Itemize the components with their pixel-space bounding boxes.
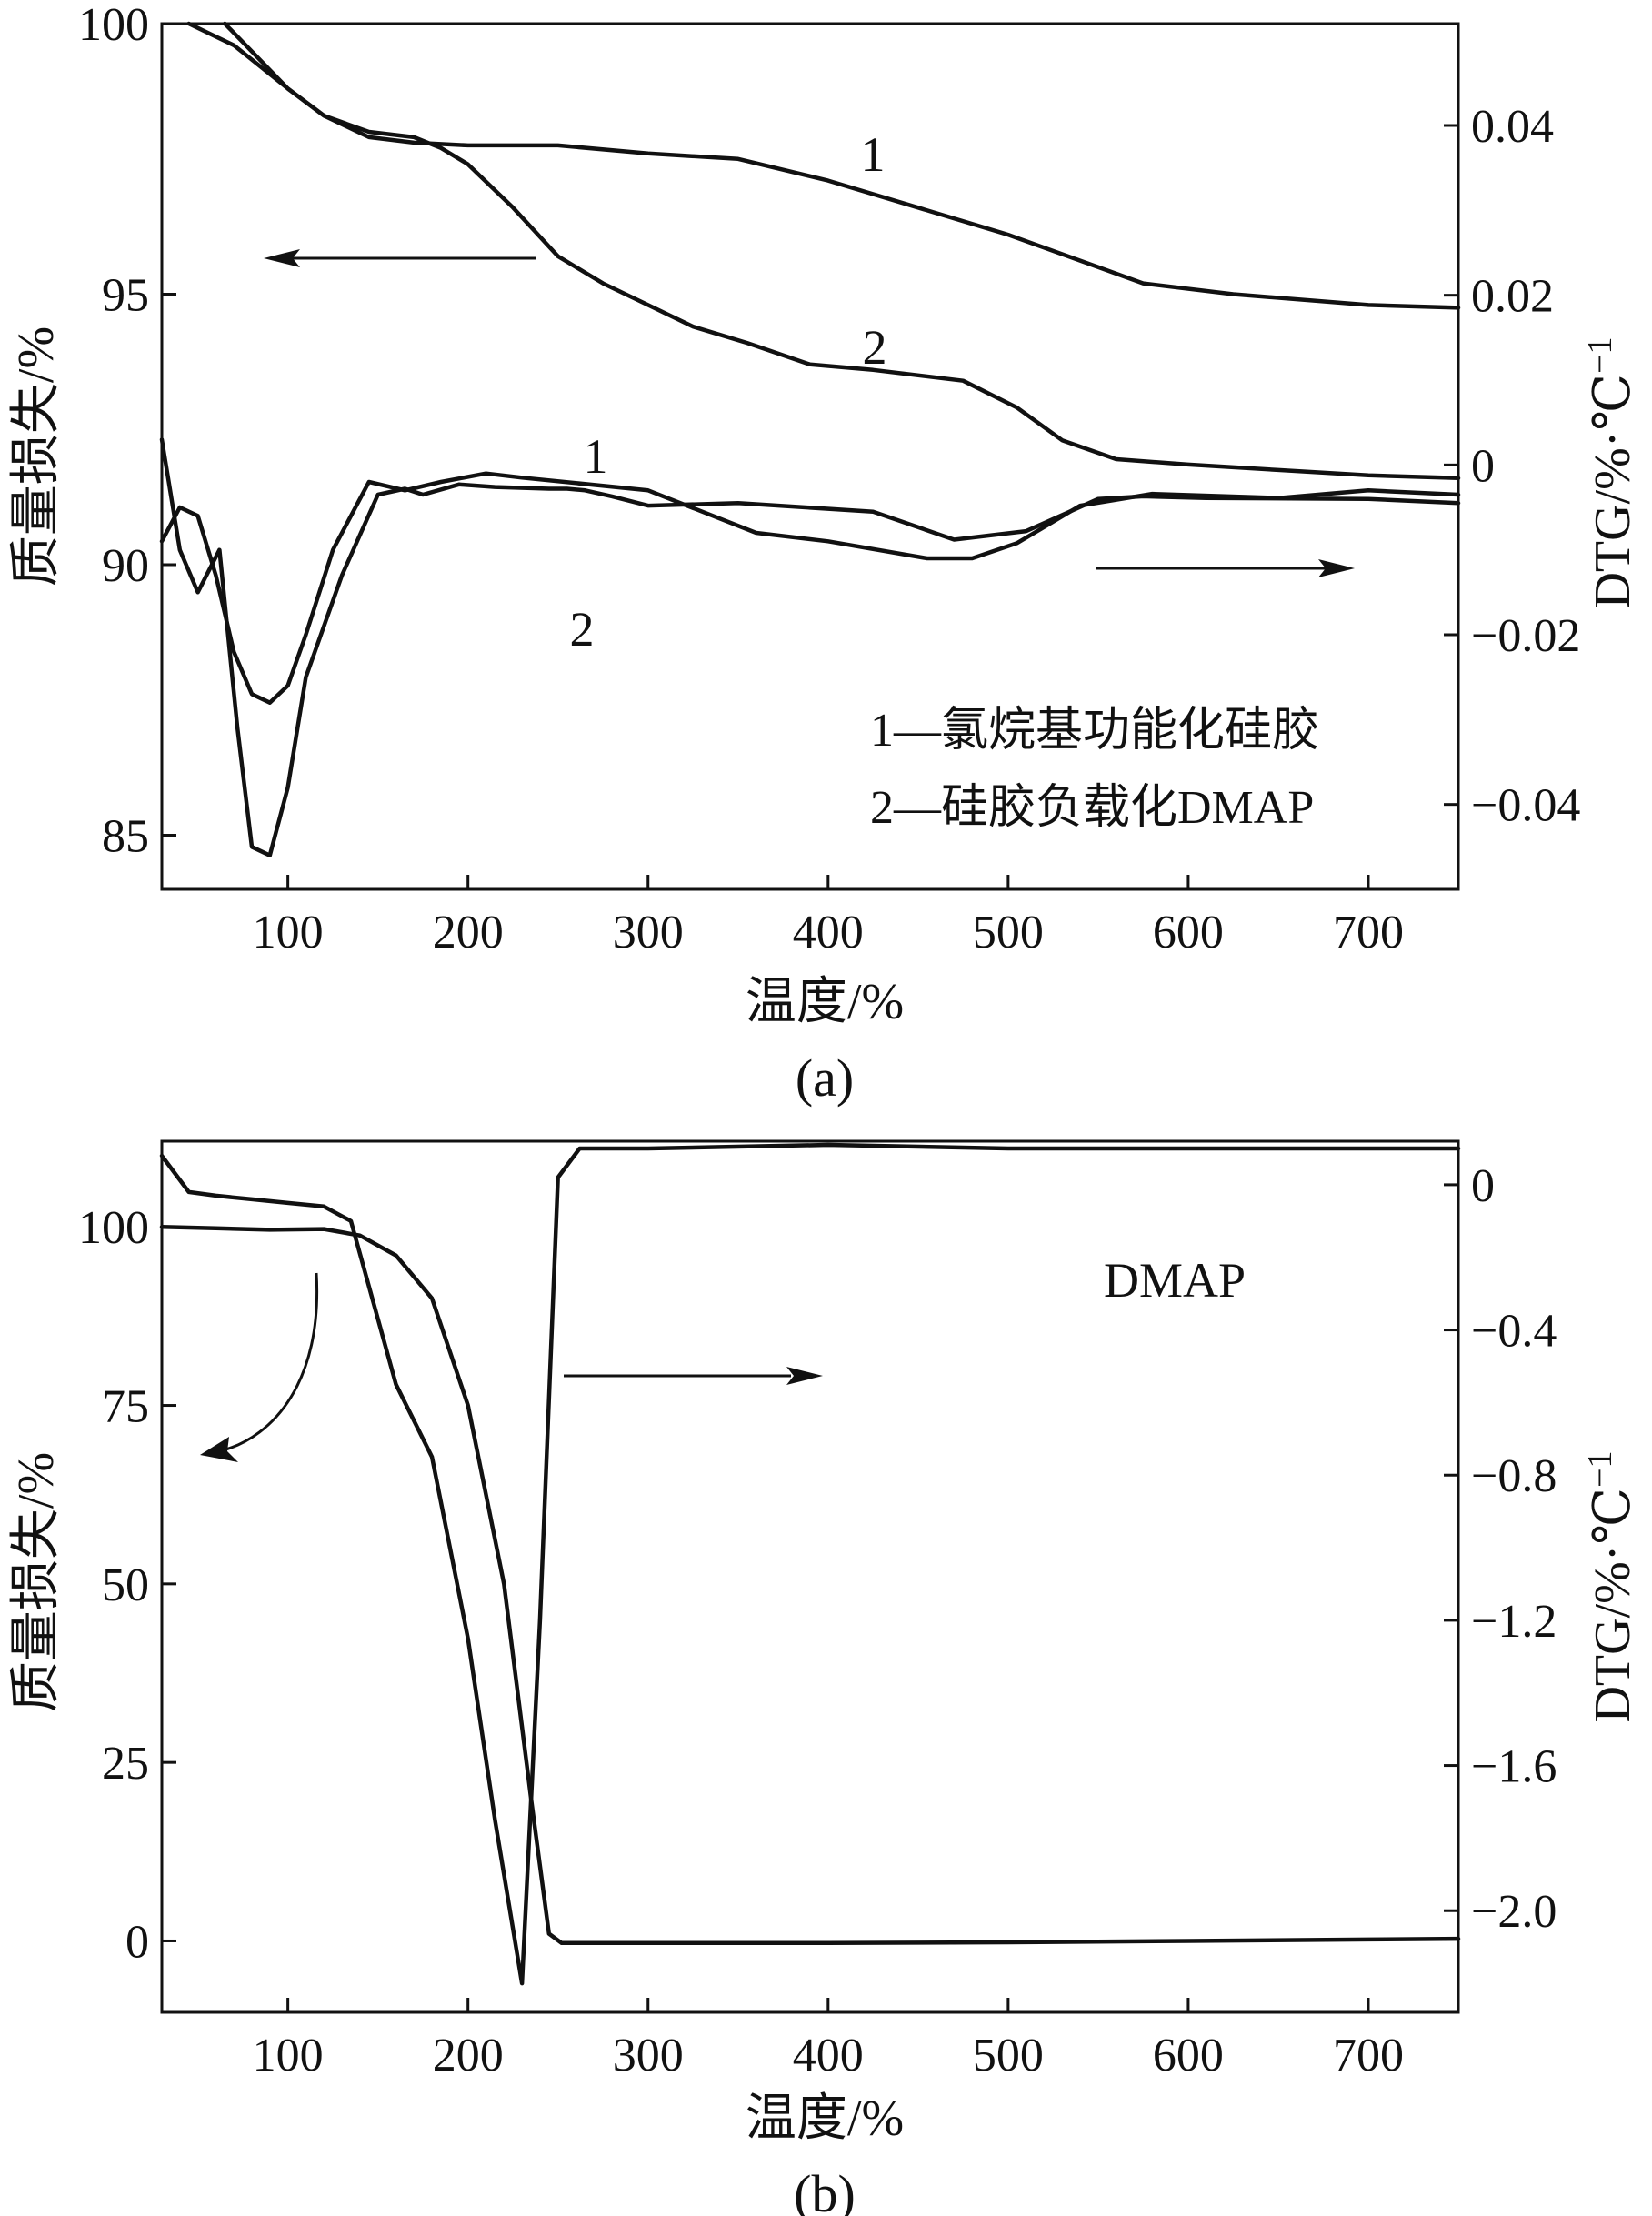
panel-b-plot-frame — [160, 1139, 1460, 2014]
panel-a-x-tick-label-200: 200 — [433, 907, 504, 958]
panel-a-right-axis-label: DTG/%·℃−1 — [1581, 336, 1641, 608]
panel-b-right-tick-label--0_4: −0.4 — [1471, 1306, 1557, 1358]
panel-a-x-tick-label-600: 600 — [1153, 907, 1224, 958]
panel-a-curves — [159, 21, 1461, 857]
panel-a-left-tick-label-95: 95 — [102, 270, 149, 322]
panel-a-left-tick-label-100: 100 — [78, 0, 149, 51]
panel-b-left-tick-label-100: 100 — [78, 1202, 149, 1254]
panel-a-right-tick-label-0_04: 0.04 — [1471, 101, 1554, 153]
panel-b-title: DMAP — [1104, 1253, 1246, 1308]
panel-b-series-dmap-tg — [159, 1224, 1461, 1946]
panel-a-plot-frame — [160, 22, 1460, 891]
panel-a-x-tick-label-400: 400 — [793, 907, 864, 958]
panel-b-right-tick-label--1_6: −1.6 — [1471, 1741, 1557, 1793]
panel-b: 100 200 300 400 500 600 700 0 25 50 75 100 −2.0 −1.… — [8, 1139, 1641, 2216]
panel-a-series-1-tg — [186, 21, 1461, 310]
panel-b-right-axis-label-sup: −1 — [1581, 1450, 1619, 1487]
panel-a-dtg-axis-arrow — [1096, 559, 1355, 577]
panel-a-x-tick-label-300: 300 — [613, 907, 684, 958]
panel-a-curve-label-2-dtg: 2 — [570, 602, 595, 657]
panel-b-tg-axis-arrow — [200, 1272, 319, 1462]
panel-b-right-tick-label-0: 0 — [1471, 1160, 1495, 1212]
panel-b-dtg-axis-arrow — [564, 1367, 823, 1385]
panel-b-series-dmap-dtg — [159, 1142, 1461, 1986]
panel-b-x-ticks: 100 200 300 400 500 600 700 — [253, 1998, 1404, 2081]
panel-b-right-tick-label--2: −2.0 — [1471, 1886, 1557, 1938]
panel-b-left-axis-label: 质量损失/% — [8, 1452, 65, 1712]
panel-b-right-axis-label-main: DTG/%·℃ — [1585, 1488, 1641, 1723]
panel-b-right-ticks: −2.0 −1.6 −1.2 −0.8 −0.4 0 — [1444, 1160, 1557, 1938]
panel-a-label: (a) — [796, 1048, 854, 1108]
panel-a-series-2-dtg — [159, 437, 1461, 857]
panel-b-x-tick-label-300: 300 — [613, 2030, 684, 2081]
panel-a-right-tick-label--0_02: −0.02 — [1471, 610, 1580, 662]
panel-a-left-tick-label-90: 90 — [102, 540, 149, 592]
panel-a-curve-label-1-dtg: 1 — [584, 429, 608, 484]
panel-a-tg-axis-arrow — [264, 249, 536, 267]
panel-b-x-tick-label-400: 400 — [793, 2030, 864, 2081]
panel-a-left-ticks: 85 90 95 100 — [78, 0, 176, 863]
panel-a-series-2-tg — [223, 21, 1461, 481]
panel-b-left-ticks: 0 25 50 75 100 — [78, 1202, 176, 1968]
panel-a-right-tick-label--0_04: −0.04 — [1471, 780, 1580, 832]
panel-a-legend-item-2: 2—硅胶负载化DMAP — [870, 782, 1314, 834]
panel-b-label: (b) — [794, 2164, 856, 2216]
panel-a-legend-item-1: 1—氯烷基功能化硅胶 — [870, 705, 1319, 757]
panel-b-left-tick-label-0: 0 — [125, 1916, 149, 1968]
panel-b-left-tick-label-50: 50 — [102, 1559, 149, 1611]
panel-a-right-axis-label-sup: −1 — [1581, 336, 1619, 373]
panel-a-right-tick-label-0: 0 — [1471, 440, 1495, 492]
panel-b-right-tick-label--0_8: −0.8 — [1471, 1450, 1557, 1502]
panel-a-left-tick-label-85: 85 — [102, 811, 149, 863]
panel-a-curve-label-1-tg: 1 — [861, 127, 886, 182]
panel-a-x-axis-label: 温度/% — [746, 974, 904, 1030]
panel-a-left-axis-label: 质量损失/% — [8, 326, 65, 587]
panel-a-x-tick-label-500: 500 — [973, 907, 1044, 958]
panel-b-x-tick-label-200: 200 — [433, 2030, 504, 2081]
panel-a-x-tick-label-100: 100 — [253, 907, 324, 958]
panel-b-right-axis-label: DTG/%·℃−1 — [1581, 1450, 1641, 1722]
panel-b-x-tick-label-700: 700 — [1333, 2030, 1404, 2081]
panel-b-right-tick-label--1_2: −1.2 — [1471, 1596, 1557, 1648]
panel-b-x-tick-label-500: 500 — [973, 2030, 1044, 2081]
panel-a-x-tick-label-700: 700 — [1333, 907, 1404, 958]
panel-b-left-tick-label-75: 75 — [102, 1381, 149, 1433]
panel-b-x-axis-label: 温度/% — [746, 2091, 904, 2147]
panel-a-x-ticks: 100 200 300 400 500 600 700 — [253, 875, 1404, 958]
panel-a-curve-label-2-tg: 2 — [863, 320, 887, 375]
panel-b-curves — [159, 1142, 1461, 1986]
panel-a-right-axis-label-main: DTG/%·℃ — [1585, 374, 1641, 609]
panel-b-x-tick-label-600: 600 — [1153, 2030, 1224, 2081]
panel-b-left-tick-label-25: 25 — [102, 1738, 149, 1790]
panel-a-right-tick-label-0_02: 0.02 — [1471, 271, 1554, 323]
panel-b-x-tick-label-100: 100 — [253, 2030, 324, 2081]
panel-a-right-ticks: −0.04 −0.02 0 0.02 0.04 — [1444, 101, 1580, 832]
